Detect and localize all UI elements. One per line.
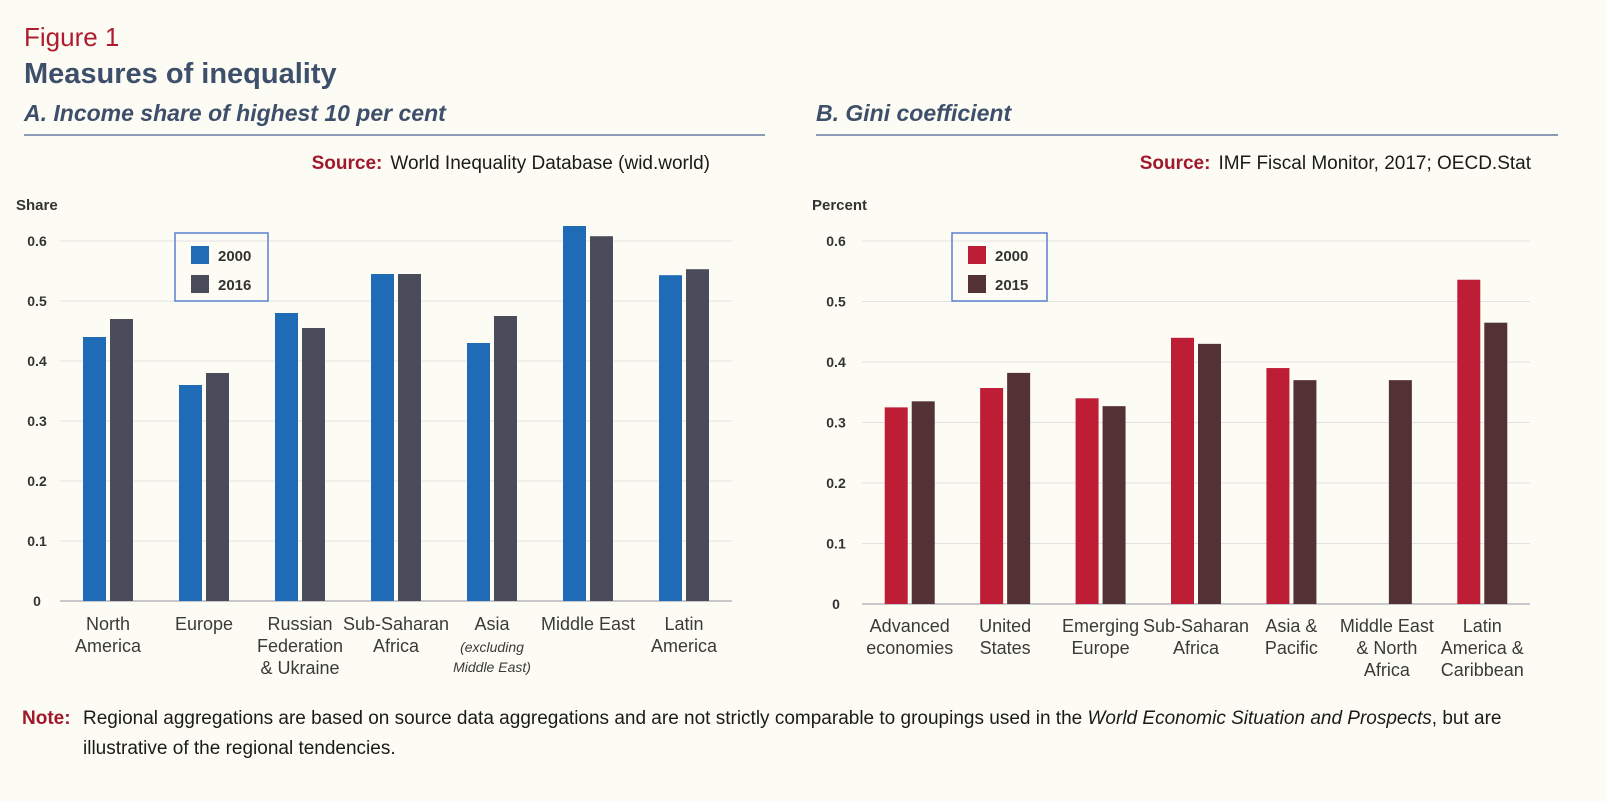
y-tick-label: 0.5 bbox=[27, 293, 47, 309]
panel-b-source-label: Source: bbox=[1139, 153, 1211, 174]
bar-2015-3 bbox=[1198, 343, 1221, 604]
bar-2016-1 bbox=[206, 373, 229, 601]
category-label: Asia bbox=[474, 614, 510, 634]
note-text-italic: World Economic Situation and Prospects bbox=[1087, 708, 1432, 729]
bar-2016-6 bbox=[686, 269, 709, 601]
y-tick-label: 0.5 bbox=[826, 294, 846, 310]
legend-label-2015: 2015 bbox=[995, 277, 1028, 294]
bar-2000-6 bbox=[1457, 279, 1481, 604]
y-tick-label: 0.4 bbox=[826, 354, 846, 370]
y-tick-label: 0 bbox=[33, 593, 41, 609]
category-label: Latin America bbox=[651, 614, 718, 656]
category-label: Middle East & North Africa bbox=[1340, 616, 1434, 680]
legend: 2000 2015 bbox=[951, 232, 1048, 302]
bar-2016-2 bbox=[302, 328, 325, 601]
bar-2016-0 bbox=[110, 319, 133, 601]
gini-coefficient-chart: 0 0.1 0.2 0.3 0.4 0.5 0.6 Advanced economies Unit… bbox=[826, 232, 1530, 680]
panel-b-source: Source: IMF Fiscal Monitor, 2017; OECD.St… bbox=[1140, 153, 1531, 175]
legend-label-2000: 2000 bbox=[995, 248, 1028, 265]
note-text: Regional aggregations are based on sourc… bbox=[83, 704, 1553, 764]
category-label: Europe bbox=[175, 614, 233, 634]
bar-2000-1 bbox=[179, 385, 202, 601]
y-tick-label: 0.3 bbox=[826, 415, 846, 431]
category-label: Asia & Pacific bbox=[1265, 616, 1318, 658]
category-label: Latin America & Caribbean bbox=[1441, 616, 1524, 680]
panel-a-source: Source: World Inequality Database (wid.wo… bbox=[312, 153, 710, 175]
category-label: Sub-Saharan Africa bbox=[343, 614, 449, 656]
note-text-after: , but are illustrative of the regional t… bbox=[83, 708, 1502, 759]
bar-2000-2 bbox=[1075, 398, 1099, 604]
y-tick-label: 0.6 bbox=[27, 233, 47, 249]
y-tick-label: 0.1 bbox=[826, 536, 846, 552]
category-label: Middle East bbox=[541, 614, 635, 634]
bar-2015-6 bbox=[1484, 322, 1508, 604]
bar-2000-2 bbox=[275, 313, 298, 601]
bar-2015-0 bbox=[911, 401, 935, 604]
y-tick-label: 0.2 bbox=[27, 473, 47, 489]
legend-label-2000: 2000 bbox=[218, 248, 251, 265]
bar-2016-5 bbox=[590, 236, 613, 601]
panel-a-divider bbox=[24, 134, 765, 136]
category-label: Sub-Saharan Africa bbox=[1143, 616, 1249, 658]
bar-2000-6 bbox=[659, 275, 682, 601]
y-tick-label: 0.6 bbox=[826, 233, 846, 249]
y-tick-label: 0.1 bbox=[27, 533, 47, 549]
y-tick-label: 0.2 bbox=[826, 475, 846, 491]
panel-a-source-text: World Inequality Database (wid.world) bbox=[390, 153, 710, 174]
bar-2000-3 bbox=[1171, 337, 1194, 604]
legend: 2000 2016 bbox=[174, 232, 269, 302]
y-tick-label: 0 bbox=[832, 596, 840, 612]
category-label: United States bbox=[979, 616, 1031, 658]
legend-swatch-2016 bbox=[191, 275, 209, 293]
figure-title: Measures of inequality bbox=[24, 58, 337, 90]
income-share-chart: 0 0.1 0.2 0.3 0.4 0.5 0.6 North America Europe Rus… bbox=[27, 226, 732, 678]
panel-a-source-label: Source: bbox=[311, 153, 383, 174]
panel-b-title: B. Gini coefficient bbox=[816, 100, 1012, 126]
bar-2000-5 bbox=[563, 226, 586, 601]
bar-2015-4 bbox=[1293, 380, 1317, 604]
category-label: Advanced economies bbox=[866, 616, 953, 658]
bar-2000-4 bbox=[467, 343, 490, 601]
y-tick-label: 0.4 bbox=[27, 353, 47, 369]
bar-2000-0 bbox=[83, 337, 106, 601]
bar-2015-1 bbox=[1007, 372, 1031, 604]
legend-swatch-2000 bbox=[968, 246, 986, 264]
figure-label: Figure 1 bbox=[24, 22, 120, 52]
legend-swatch-2015 bbox=[968, 275, 986, 293]
note-text-before: Regional aggregations are based on sourc… bbox=[83, 708, 1088, 729]
bar-2000-0 bbox=[884, 407, 908, 604]
panel-b-y-axis-label: Percent bbox=[812, 197, 868, 214]
category-label: Russian Federation & Ukraine bbox=[257, 614, 343, 678]
bar-2015-5 bbox=[1388, 380, 1412, 604]
bar-2016-3 bbox=[398, 274, 421, 601]
category-note: (excluding Middle East) bbox=[453, 639, 531, 675]
bar-2016-4 bbox=[494, 316, 517, 601]
bar-2000-3 bbox=[371, 274, 394, 601]
panel-a-title: A. Income share of highest 10 per cent bbox=[24, 100, 446, 126]
bar-2000-4 bbox=[1266, 368, 1290, 604]
legend-box bbox=[174, 232, 269, 302]
legend-label-2016: 2016 bbox=[218, 277, 251, 294]
legend-box bbox=[951, 232, 1048, 302]
y-tick-label: 0.3 bbox=[27, 413, 47, 429]
panel-b-divider bbox=[816, 134, 1558, 136]
panel-b-source-text: IMF Fiscal Monitor, 2017; OECD.Stat bbox=[1218, 153, 1531, 174]
note-label: Note: bbox=[22, 708, 71, 729]
category-label: Emerging Europe bbox=[1062, 616, 1139, 658]
bar-2015-2 bbox=[1102, 406, 1126, 604]
panel-a-y-axis-label: Share bbox=[16, 197, 58, 214]
legend-swatch-2000 bbox=[191, 246, 209, 264]
bar-2000-1 bbox=[980, 388, 1004, 604]
category-label: North America bbox=[75, 614, 142, 656]
